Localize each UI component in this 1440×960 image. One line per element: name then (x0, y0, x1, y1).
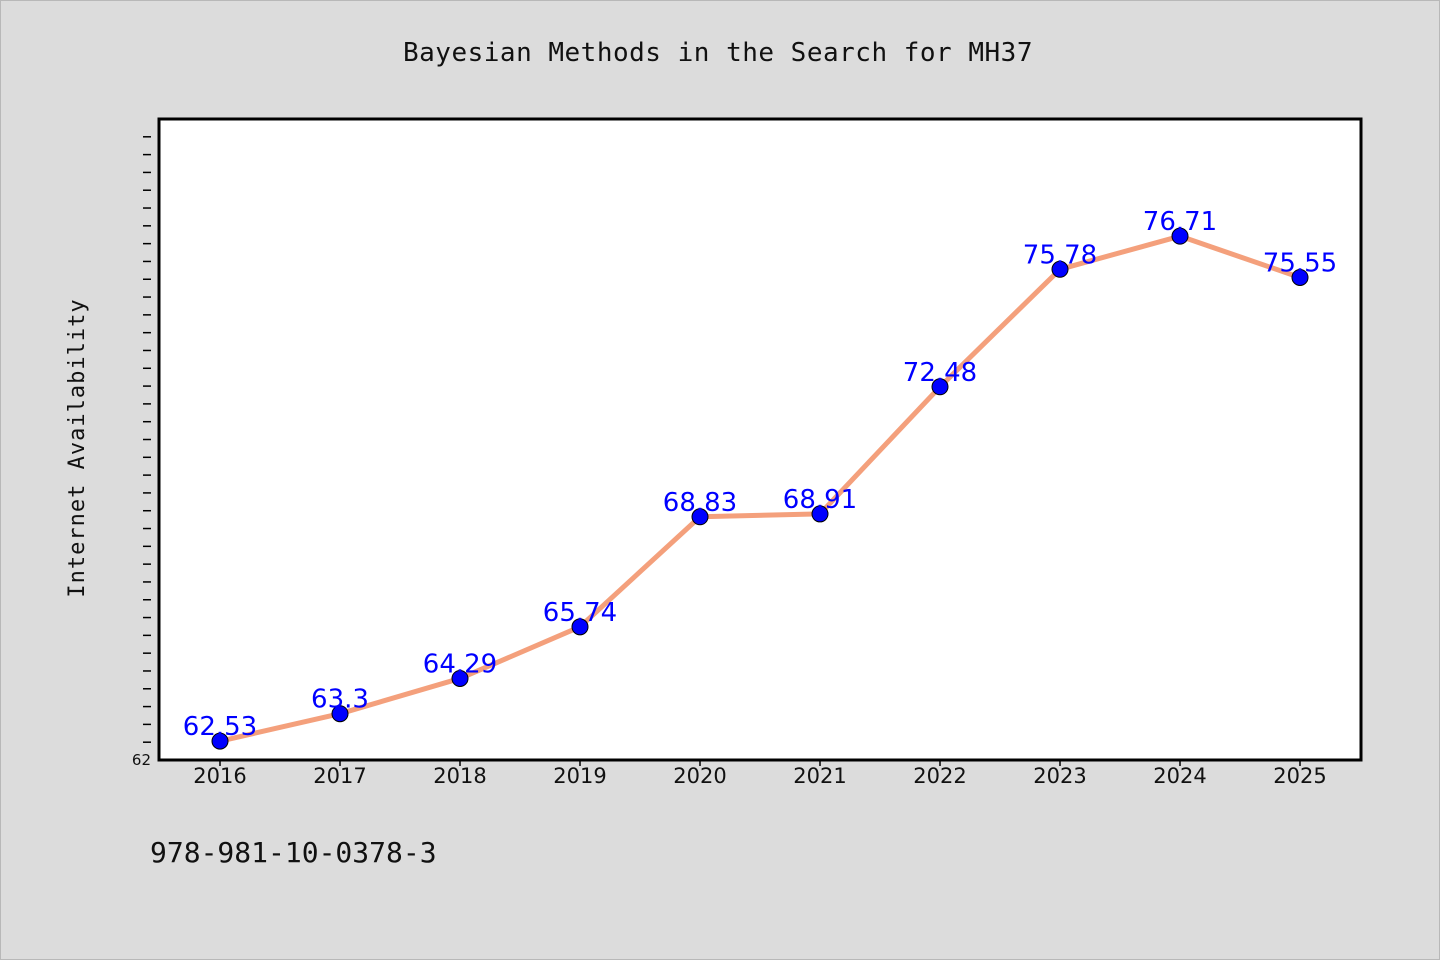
data-label: 68.91 (783, 485, 857, 515)
y-axis: 62 (132, 136, 151, 769)
data-label: 75.78 (1023, 240, 1097, 270)
x-tick-label: 2024 (1153, 764, 1206, 788)
data-label: 76.71 (1143, 207, 1217, 237)
y-axis-label: Internet Availability (65, 298, 90, 597)
x-tick-label: 2020 (673, 764, 726, 788)
data-point (811, 505, 829, 523)
data-point (931, 378, 949, 396)
x-tick-label: 2021 (793, 764, 846, 788)
x-tick-label: 2016 (193, 764, 246, 788)
x-tick-label: 2018 (433, 764, 486, 788)
data-label: 62.53 (183, 712, 257, 742)
x-tick-label: 2022 (913, 764, 966, 788)
chart-title: Bayesian Methods in the Search for MH37 (403, 38, 1033, 68)
data-point (211, 732, 229, 750)
plot-area (157, 117, 1363, 762)
data-point (1051, 260, 1069, 278)
data-markers (211, 227, 1309, 750)
data-label: 68.83 (663, 488, 737, 518)
x-axis: 2016 2017 2018 2019 2020 2021 2022 2023 2024 2025 (193, 760, 1327, 788)
data-labels: 62.53 63.3 64.29 65.74 68.83 68.91 72.48 75.78 7… (183, 207, 1337, 742)
series-line (217, 233, 1303, 744)
data-label: 64.29 (423, 649, 497, 679)
isbn-text: 978-981-10-0378-3 (150, 836, 437, 869)
data-point (1291, 268, 1309, 286)
data-label: 72.48 (903, 358, 977, 388)
x-tick-label: 2019 (553, 764, 606, 788)
x-tick-label: 2023 (1033, 764, 1086, 788)
data-point (691, 508, 709, 526)
data-point (571, 618, 589, 636)
x-tick-label: 2025 (1273, 764, 1326, 788)
data-point (331, 705, 349, 723)
data-point (1171, 227, 1189, 245)
data-label: 63.3 (311, 685, 369, 715)
data-label: 75.55 (1263, 248, 1337, 278)
y-tick-label: 62 (132, 751, 151, 769)
data-label: 65.74 (543, 598, 617, 628)
x-tick-label: 2017 (313, 764, 366, 788)
data-point (451, 669, 469, 687)
